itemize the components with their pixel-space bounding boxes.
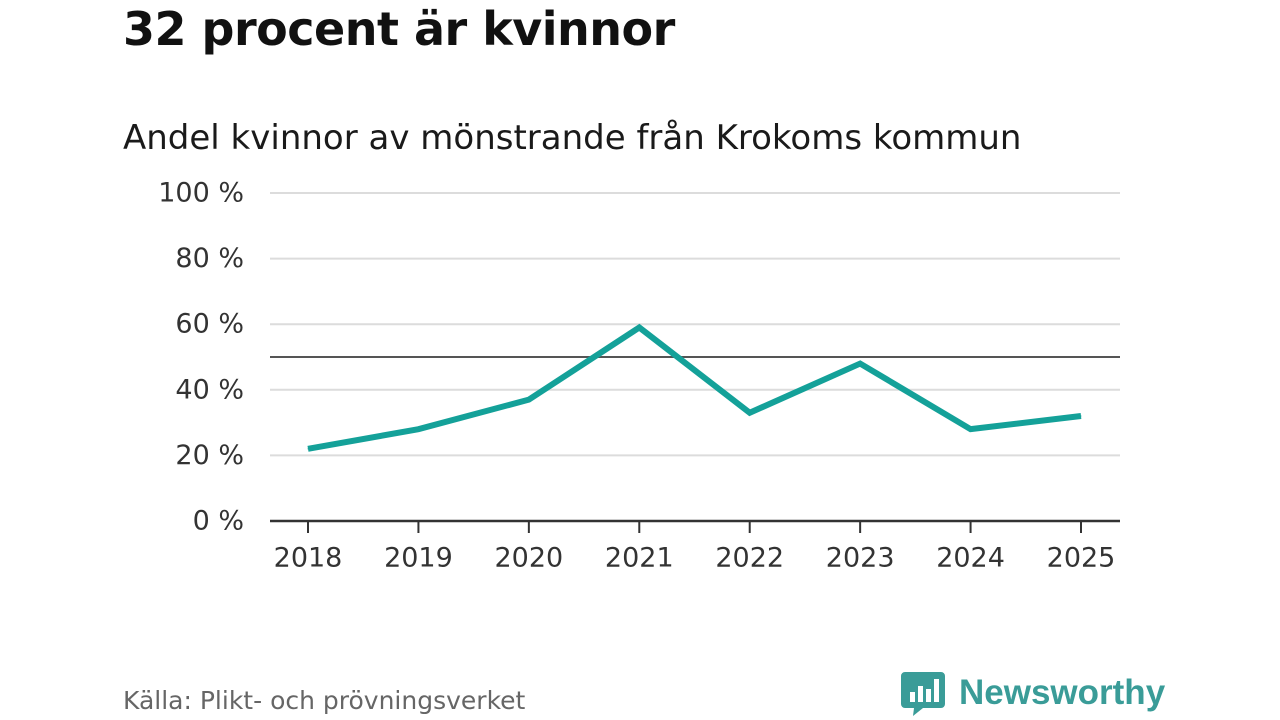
data-point: [307, 448, 309, 450]
y-tick-label: 80 %: [175, 243, 244, 274]
series: [307, 323, 1082, 452]
headline: 32 procent är kvinnor: [123, 2, 675, 56]
y-tick-label: 60 %: [175, 309, 244, 340]
data-point: [970, 428, 972, 430]
gridlines: [270, 192, 1120, 457]
y-tick-label: 100 %: [158, 178, 244, 209]
x-tick-label: 2022: [715, 543, 784, 574]
data-point: [528, 399, 530, 401]
x-axis-labels: 2018 2019 2020 2021 2022 2023 2024 2025: [274, 543, 1116, 574]
x-axis: [270, 519, 1120, 533]
bar-chart-speech-bubble-icon: [901, 672, 945, 716]
chart-subtitle: Andel kvinnor av mönstrande från Krokoms…: [123, 118, 1022, 158]
series-line: [307, 323, 1082, 452]
x-tick-label: 2025: [1047, 543, 1116, 574]
data-point: [1080, 415, 1082, 417]
y-axis-labels: 0 % 20 % 40 % 60 % 80 % 100 %: [158, 178, 244, 537]
x-tick-label: 2020: [494, 543, 563, 574]
x-tick-label: 2019: [384, 543, 453, 574]
x-tick-label: 2024: [936, 543, 1005, 574]
x-tick-label: 2023: [826, 543, 895, 574]
data-point: [859, 363, 861, 365]
data-point: [638, 326, 640, 328]
y-tick-label: 20 %: [175, 440, 244, 471]
y-tick-label: 40 %: [175, 374, 244, 405]
brand-logo: Newsworthy: [901, 670, 1165, 716]
x-tick-label: 2021: [605, 543, 674, 574]
x-tick-label: 2018: [274, 543, 343, 574]
brand-name: Newsworthy: [959, 673, 1166, 712]
source-note: Källa: Plikt- och prövningsverket: [123, 686, 526, 715]
data-point: [749, 412, 751, 414]
y-tick-label: 0 %: [193, 506, 244, 537]
data-point: [417, 428, 419, 430]
